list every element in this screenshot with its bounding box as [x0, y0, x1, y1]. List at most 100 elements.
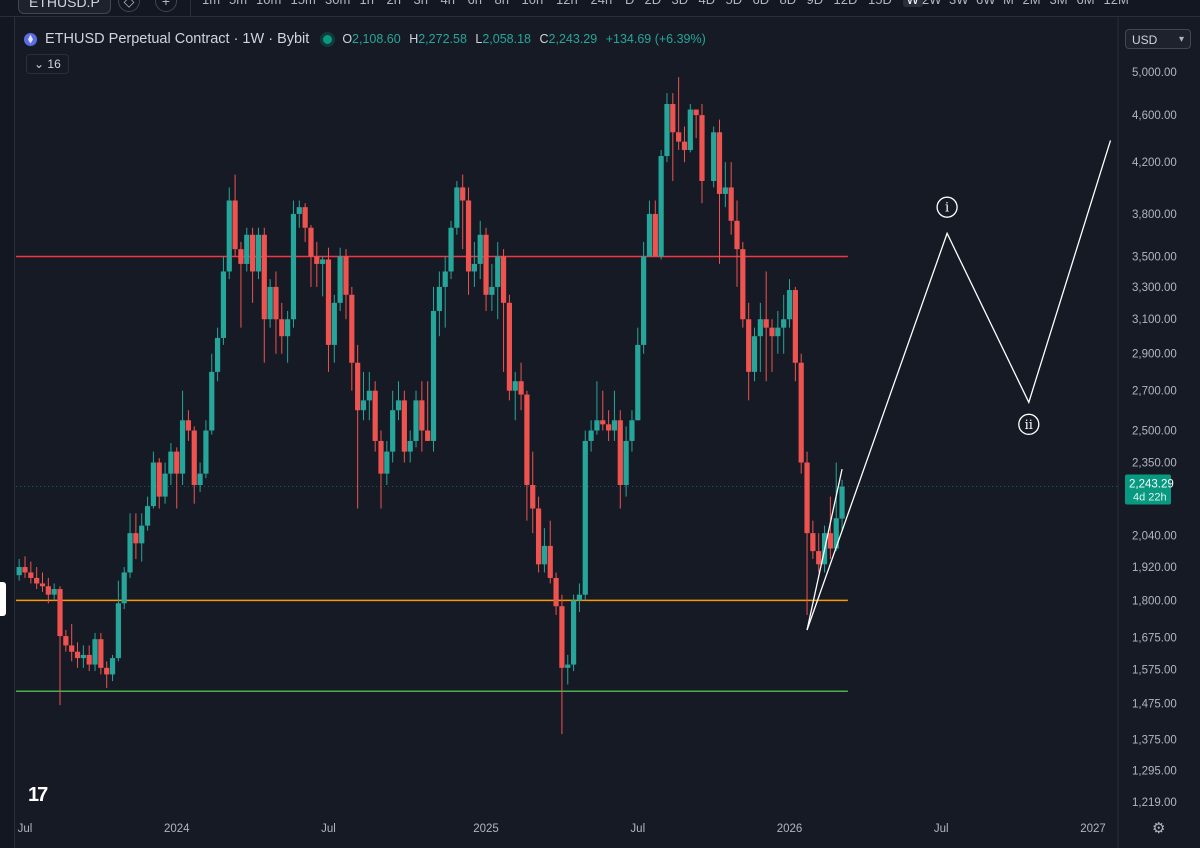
- candle-body: [477, 234, 483, 264]
- candle-body: [98, 639, 104, 668]
- candle-body: [185, 420, 192, 431]
- candle-body: [378, 440, 384, 474]
- candle-body: [553, 577, 559, 607]
- wave-label: i: [945, 201, 949, 216]
- candle-body: [366, 390, 372, 401]
- candle-body: [530, 484, 536, 509]
- timeframe-6D[interactable]: 6D: [753, 0, 770, 7]
- timeframe-1h[interactable]: 1h: [360, 0, 374, 7]
- low-value: 2,058.18: [482, 32, 532, 46]
- timeframe-2M[interactable]: 2M: [1023, 0, 1041, 7]
- timeframe-M[interactable]: M: [1003, 0, 1014, 7]
- y-tick-label: 2,350.00: [1132, 458, 1177, 470]
- candle-body: [179, 420, 186, 474]
- timeframe-9D[interactable]: 9D: [807, 0, 824, 7]
- candle-body: [69, 645, 75, 652]
- timeframe-30m[interactable]: 30m: [325, 0, 350, 7]
- indicators-toggle[interactable]: ⌄ 16: [26, 54, 69, 74]
- timeframe-3W[interactable]: 3W: [949, 0, 969, 7]
- wave-label: ii: [1025, 418, 1033, 433]
- timeframe-6h[interactable]: 6h: [468, 0, 482, 7]
- timeframe-10m[interactable]: 10m: [256, 0, 281, 7]
- candle-body: [314, 256, 320, 264]
- candle-body: [746, 319, 752, 372]
- candle-body: [734, 220, 740, 250]
- timeframe-5m[interactable]: 5m: [229, 0, 247, 7]
- symbol-search-button[interactable]: ETHUSD.P: [18, 0, 111, 14]
- candle-body: [104, 667, 110, 675]
- candle-body: [676, 132, 682, 142]
- timeframe-W[interactable]: W: [902, 0, 923, 7]
- candle-body: [600, 420, 606, 425]
- candle-body: [51, 589, 57, 595]
- timeframe-4D[interactable]: 4D: [699, 0, 716, 7]
- ohlc-values: O2,108.60 H2,272.58 L2,058.18 C2,243.29 …: [342, 32, 710, 46]
- timeframe-15m[interactable]: 15m: [291, 0, 316, 7]
- timeframe-6M[interactable]: 6M: [1077, 0, 1095, 7]
- timeframe-5D[interactable]: 5D: [726, 0, 743, 7]
- timeframe-12D[interactable]: 12D: [834, 0, 858, 7]
- y-tick-label: 3,300.00: [1132, 282, 1177, 294]
- chart-title[interactable]: ETHUSD Perpetual Contract · 1W · Bybit: [45, 31, 310, 47]
- candle-body: [384, 451, 390, 474]
- candle-body: [559, 606, 565, 668]
- candle-body: [454, 187, 460, 228]
- timeframe-4h[interactable]: 4h: [441, 0, 455, 7]
- y-tick-label: 5,000.00: [1132, 67, 1177, 79]
- timeframe-2h[interactable]: 2h: [387, 0, 401, 7]
- candle-body: [448, 227, 454, 272]
- x-tick-label: Jul: [934, 823, 949, 835]
- gear-icon[interactable]: ⚙: [1152, 820, 1166, 837]
- candle-body: [360, 400, 367, 411]
- candle-body: [162, 473, 168, 497]
- timeframe-12M[interactable]: 12M: [1104, 0, 1129, 7]
- timeframe-1m[interactable]: 1m: [202, 0, 220, 7]
- candle-body: [722, 187, 728, 194]
- candle-body: [285, 319, 291, 337]
- market-status-icon[interactable]: [323, 34, 333, 44]
- timeframe-2D[interactable]: 2D: [645, 0, 662, 7]
- timeframe-D[interactable]: D: [625, 0, 634, 7]
- candle-body: [810, 533, 816, 552]
- candle-body: [757, 319, 763, 337]
- candle-body: [489, 286, 495, 295]
- candle-body: [728, 187, 734, 221]
- y-tick-label: 2,500.00: [1132, 426, 1177, 438]
- candle-body: [74, 651, 81, 659]
- wave-label-circle: [936, 196, 958, 218]
- candle-body: [798, 362, 804, 463]
- candle-body: [792, 290, 798, 363]
- candle-body: [693, 109, 699, 116]
- timeframe-6W[interactable]: 6W: [976, 0, 996, 7]
- timeframe-8h[interactable]: 8h: [495, 0, 509, 7]
- timeframe-2W[interactable]: 2W: [922, 0, 942, 7]
- candle-body: [606, 424, 612, 431]
- low-label: L: [475, 32, 483, 46]
- timeframe-12h[interactable]: 12h: [556, 0, 578, 7]
- timeframe-15D[interactable]: 15D: [868, 0, 892, 7]
- timeframe-24h[interactable]: 24h: [591, 0, 613, 7]
- candle-body: [641, 256, 647, 345]
- x-tick-label: 2025: [473, 823, 499, 835]
- candle-body: [430, 310, 437, 441]
- candle-body: [168, 451, 174, 474]
- candle-body: [652, 213, 658, 257]
- drawing-toolbar-toggle[interactable]: [0, 582, 6, 616]
- timeframe-3h[interactable]: 3h: [414, 0, 428, 7]
- timeframe-8D[interactable]: 8D: [780, 0, 797, 7]
- candle-body: [28, 572, 34, 578]
- timeframe-3M[interactable]: 3M: [1050, 0, 1068, 7]
- y-tick-label: 1,920.00: [1132, 562, 1177, 574]
- candle-body: [775, 327, 781, 337]
- candle-body: [582, 440, 588, 595]
- currency-select[interactable]: USD ▾: [1125, 29, 1191, 49]
- candle-body: [594, 420, 600, 431]
- timeframe-3D[interactable]: 3D: [672, 0, 689, 7]
- y-tick-label: 1,475.00: [1132, 698, 1177, 710]
- ethereum-icon: [24, 32, 37, 46]
- y-tick-label: 2,700.00: [1132, 386, 1177, 398]
- trendline: [806, 469, 843, 631]
- candle-body: [442, 271, 448, 287]
- timeframe-10h[interactable]: 10h: [522, 0, 544, 7]
